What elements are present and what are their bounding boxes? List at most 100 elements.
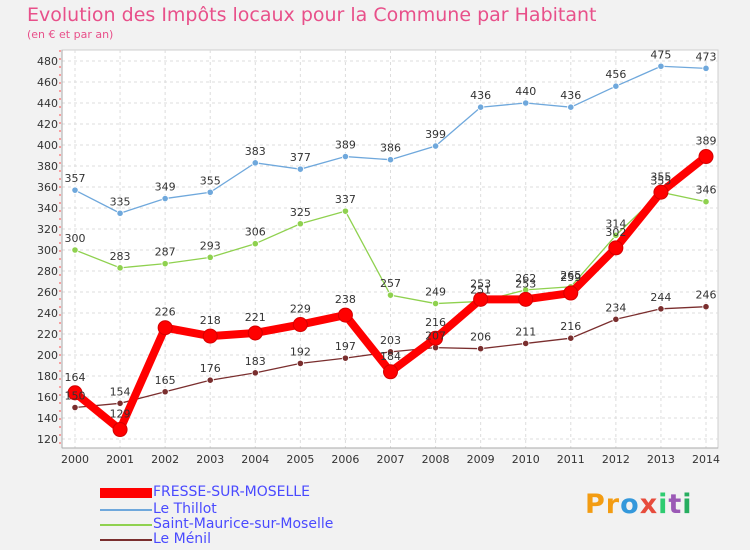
y-tick-label-160: 160: [37, 391, 58, 404]
data-label-le-menil-2014: 246: [696, 289, 717, 302]
data-label-le-thillot-2004: 383: [245, 145, 266, 158]
data-label-le-thillot-2006: 389: [335, 139, 356, 152]
data-label-saint-maurice-2005: 325: [290, 206, 311, 219]
x-tick-label-2011: 2011: [557, 453, 585, 466]
point-le-thillot-2007: [386, 156, 395, 164]
point-fresse-2006: [337, 307, 353, 323]
data-label-le-thillot-2000: 357: [65, 172, 86, 185]
data-label-saint-maurice-2008: 249: [425, 286, 446, 299]
point-saint-maurice-2002: [161, 260, 169, 268]
point-le-menil-2000: [71, 403, 79, 412]
data-label-le-menil-2008: 207: [425, 330, 446, 343]
y-tick-label-260: 260: [37, 286, 58, 299]
point-fresse-2012: [608, 240, 624, 256]
data-label-le-menil-2002: 165: [155, 374, 176, 387]
point-fresse-2008: [428, 330, 444, 346]
y-tick-label-200: 200: [37, 349, 58, 362]
point-le-thillot-2005: [296, 165, 304, 173]
data-label-le-menil-2000: 150: [65, 390, 86, 403]
y-tick-label-340: 340: [37, 202, 58, 215]
y-tick-label-460: 460: [37, 76, 58, 89]
x-tick-label-2002: 2002: [151, 453, 179, 466]
x-tick-label-2003: 2003: [196, 453, 224, 466]
data-label-saint-maurice-2013: 355: [650, 174, 671, 187]
x-tick-label-2013: 2013: [647, 453, 675, 466]
point-le-thillot-2004: [251, 159, 259, 167]
point-saint-maurice-2006: [341, 207, 350, 215]
point-saint-maurice-2007: [386, 291, 395, 299]
x-tick-label-2005: 2005: [286, 453, 314, 466]
y-tick-label-240: 240: [37, 307, 58, 320]
y-tick-label-380: 380: [37, 160, 58, 173]
y-tick-label-320: 320: [37, 223, 58, 236]
data-label-fresse-2006: 238: [335, 293, 356, 306]
data-label-fresse-2003: 218: [200, 314, 221, 327]
x-tick-label-2004: 2004: [241, 453, 269, 466]
data-label-fresse-2007: 184: [380, 350, 401, 363]
point-fresse-2013: [653, 184, 669, 200]
x-tick-label-2006: 2006: [331, 453, 359, 466]
x-tick-label-2007: 2007: [377, 453, 405, 466]
x-tick-label-2009: 2009: [467, 453, 495, 466]
point-saint-maurice-2012: [612, 231, 620, 239]
point-le-thillot-2000: [71, 186, 79, 194]
data-label-le-menil-2005: 192: [290, 345, 311, 358]
point-le-menil-2013: [657, 305, 665, 313]
y-tick-label-360: 360: [37, 181, 58, 194]
data-label-le-thillot-2010: 440: [515, 85, 536, 98]
data-label-le-thillot-2012: 456: [605, 68, 626, 81]
point-fresse-2010: [518, 291, 534, 307]
point-le-menil-2004: [251, 369, 259, 377]
point-fresse-2014: [698, 149, 714, 165]
y-tick-label-220: 220: [37, 328, 58, 341]
point-le-thillot-2010: [522, 99, 530, 107]
data-label-saint-maurice-2000: 300: [65, 232, 86, 245]
point-saint-maurice-2008: [431, 299, 440, 308]
y-tick-label-480: 480: [37, 55, 58, 68]
data-label-saint-maurice-2003: 293: [200, 239, 221, 252]
logo-letter-r: r: [605, 489, 621, 520]
point-le-menil-2011: [567, 334, 575, 342]
point-le-thillot-2012: [612, 82, 620, 90]
legend-label-le-thillot: Le Thillot: [153, 501, 217, 517]
legend-swatch-saint-maurice: [100, 524, 152, 526]
point-le-menil-2007: [386, 348, 395, 356]
data-label-le-thillot-2011: 436: [560, 89, 581, 102]
data-label-saint-maurice-2012: 314: [605, 217, 626, 230]
data-label-fresse-2004: 221: [245, 311, 266, 324]
data-label-le-thillot-2005: 377: [290, 151, 311, 164]
y-tick-label-300: 300: [37, 244, 58, 257]
point-saint-maurice-2005: [296, 220, 304, 228]
data-label-le-thillot-2003: 355: [200, 174, 221, 187]
data-label-le-menil-2004: 183: [245, 355, 266, 368]
x-tick-label-2000: 2000: [61, 453, 89, 466]
legend-label-le-menil: Le Ménil: [153, 531, 211, 547]
point-fresse-2001: [112, 422, 128, 438]
point-le-menil-2001: [116, 399, 124, 407]
data-label-le-thillot-2007: 386: [380, 142, 401, 155]
data-label-fresse-2000: 164: [65, 371, 86, 384]
point-fresse-2003: [202, 328, 218, 344]
logo-letter-x: x: [639, 489, 659, 520]
logo-letter-i: i: [658, 489, 669, 520]
data-label-fresse-2001: 129: [110, 408, 131, 421]
legend-label-saint-maurice: Saint-Maurice-sur-Moselle: [153, 516, 334, 532]
point-le-menil-2002: [161, 388, 169, 396]
y-tick-label-400: 400: [37, 139, 58, 152]
point-le-thillot-2011: [567, 103, 575, 111]
x-tick-label-2014: 2014: [692, 453, 720, 466]
point-saint-maurice-2004: [251, 240, 259, 248]
data-label-saint-maurice-2006: 337: [335, 193, 356, 206]
logo-letter-t: t: [668, 489, 683, 520]
point-fresse-2009: [473, 291, 489, 307]
point-le-menil-2005: [296, 359, 304, 367]
legend-swatch-le-thillot: [100, 509, 152, 511]
point-fresse-2005: [292, 317, 308, 333]
data-label-fresse-2009: 253: [470, 277, 491, 290]
data-label-saint-maurice-2011: 265: [560, 269, 581, 282]
data-label-le-thillot-2008: 399: [425, 128, 446, 141]
data-label-saint-maurice-2001: 283: [110, 250, 131, 263]
point-fresse-2011: [563, 285, 579, 301]
point-le-menil-2006: [341, 354, 350, 362]
